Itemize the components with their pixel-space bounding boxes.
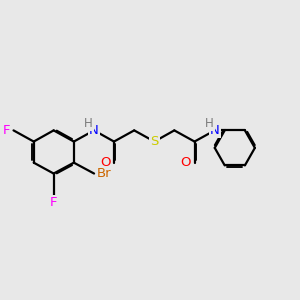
Text: O: O <box>180 156 191 169</box>
Text: F: F <box>3 124 10 137</box>
Text: N: N <box>210 124 220 137</box>
Text: H: H <box>84 117 93 130</box>
Text: O: O <box>100 156 110 169</box>
Text: H: H <box>205 117 214 130</box>
Text: Br: Br <box>97 167 112 180</box>
Text: F: F <box>50 196 57 209</box>
Text: S: S <box>150 135 159 148</box>
Text: N: N <box>89 124 99 137</box>
